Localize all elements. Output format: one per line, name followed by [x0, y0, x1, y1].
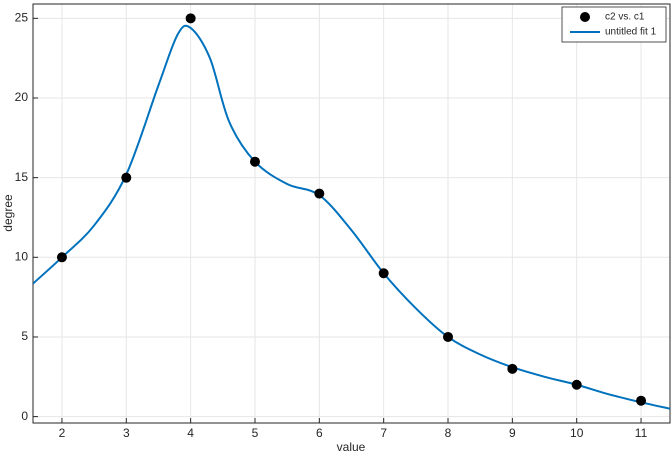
x-tick-label: 10 [570, 426, 584, 440]
y-tick-label: 15 [15, 170, 29, 184]
x-tick-label: 9 [509, 426, 516, 440]
data-point [378, 268, 389, 279]
x-tick-label: 5 [252, 426, 259, 440]
y-tick-label: 20 [15, 90, 29, 104]
axes-box [32, 3, 671, 424]
x-axis-label: value [337, 440, 366, 454]
legend-box [561, 6, 667, 43]
x-tick-label: 4 [187, 426, 194, 440]
legend-label: untitled fit 1 [605, 27, 657, 38]
y-axis-label: degree [1, 194, 15, 232]
data-point [636, 395, 647, 406]
legend-marker [580, 12, 590, 22]
data-point [507, 363, 518, 374]
plot-area [33, 4, 670, 423]
y-tick-label: 10 [15, 249, 29, 263]
y-tick-label: 0 [21, 409, 28, 423]
x-tick-label: 3 [123, 426, 130, 440]
data-point [249, 156, 260, 167]
data-point [314, 188, 325, 199]
x-tick-label: 7 [380, 426, 387, 440]
data-point [185, 13, 196, 24]
y-tick-label: 25 [15, 11, 29, 25]
x-tick-label: 6 [316, 426, 323, 440]
x-tick-label: 2 [59, 426, 66, 440]
x-tick-label: 11 [635, 426, 648, 440]
legend-label: c2 vs. c1 [605, 12, 645, 23]
data-point [56, 252, 67, 263]
y-tick-label: 5 [21, 329, 28, 343]
data-point [571, 379, 582, 390]
data-point [121, 172, 132, 183]
data-point [443, 331, 454, 342]
x-tick-label: 8 [445, 426, 452, 440]
